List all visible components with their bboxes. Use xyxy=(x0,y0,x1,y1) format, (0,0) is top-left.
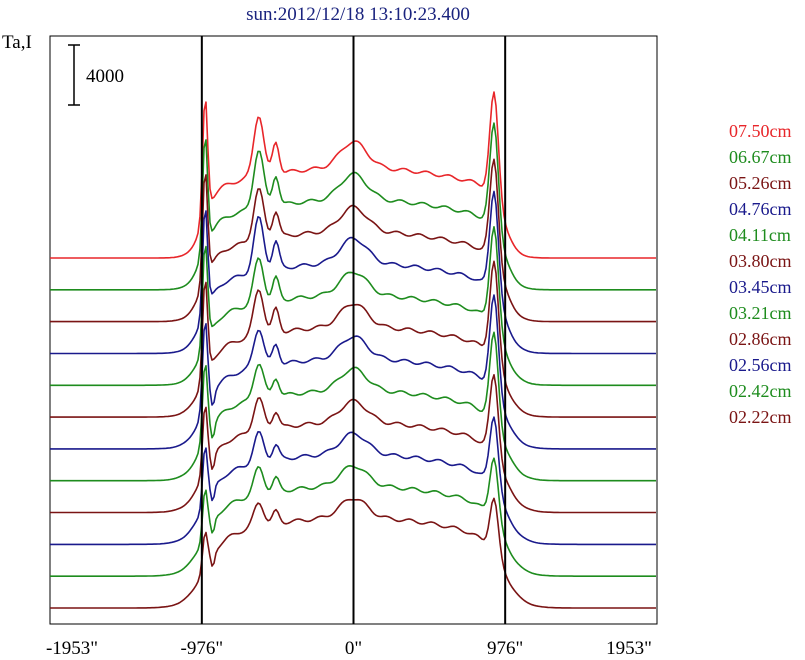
x-tick-labels: -1953" -976" 0" 976" 1953" xyxy=(46,638,652,659)
legend-entry: 02.56cm xyxy=(729,355,792,375)
scale-bar: 4000 xyxy=(68,44,124,106)
legend-entry: 03.80cm xyxy=(729,251,792,271)
legend-entry: 04.11cm xyxy=(729,225,791,245)
legend-entry: 03.45cm xyxy=(729,277,792,297)
legend-entry: 06.67cm xyxy=(729,147,792,167)
legend-entry: 02.86cm xyxy=(729,329,792,349)
legend-entry: 04.76cm xyxy=(729,199,792,219)
legend-entry: 05.26cm xyxy=(729,173,792,193)
reference-lines xyxy=(200,36,507,624)
x-tick-label: -976" xyxy=(181,638,224,659)
x-tick-label: 1953" xyxy=(606,638,652,659)
legend-entry: 03.21cm xyxy=(729,303,792,323)
y-axis-label: Ta,I xyxy=(2,32,32,53)
legend-entry: 02.42cm xyxy=(729,381,792,401)
chart-title: sun:2012/12/18 13:10:23.400 xyxy=(246,4,470,25)
x-tick-label: -1953" xyxy=(46,638,98,659)
x-tick-label: 976" xyxy=(487,638,523,659)
legend-entry: 07.50cm xyxy=(729,121,792,141)
x-tick-label: 0" xyxy=(345,638,362,659)
legend-entry: 02.22cm xyxy=(729,407,792,427)
legend: 07.50cm 06.67cm 05.26cm 04.76cm 04.11cm 03.80… xyxy=(729,121,792,427)
scale-bar-label: 4000 xyxy=(86,66,124,87)
